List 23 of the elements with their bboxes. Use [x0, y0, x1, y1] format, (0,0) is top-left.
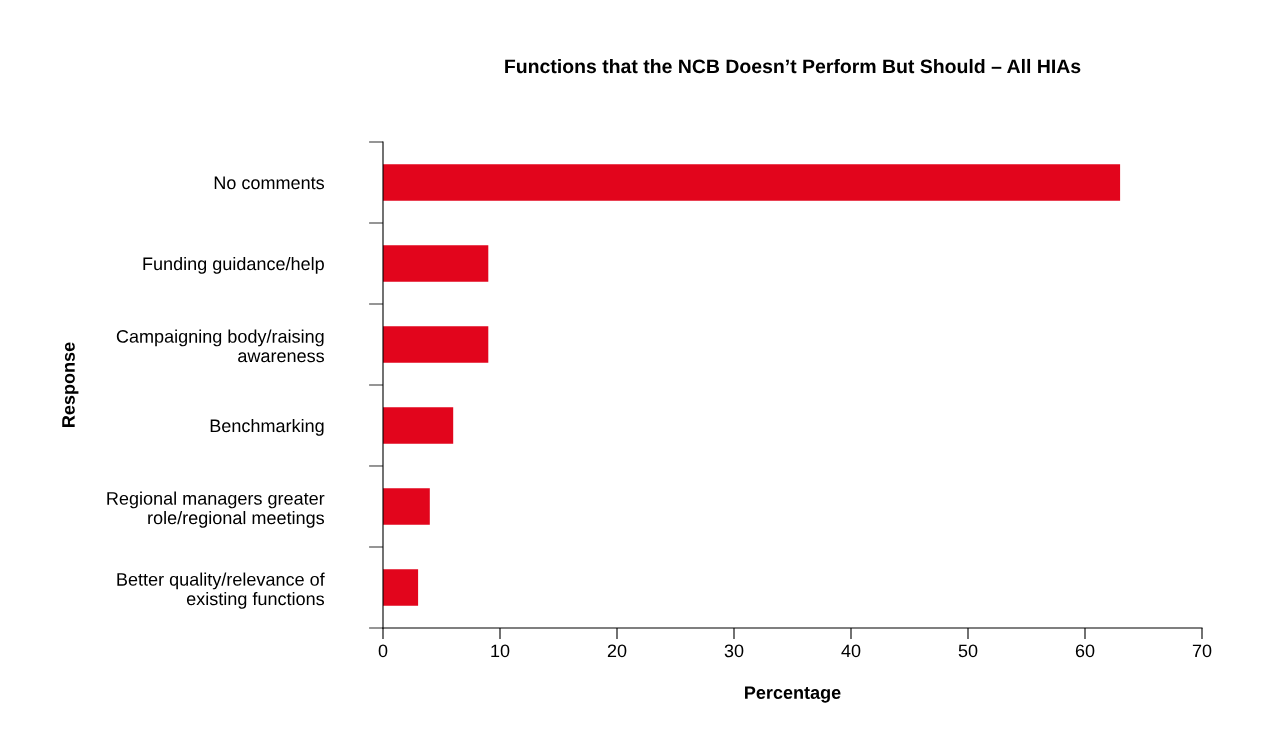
bar — [383, 488, 430, 525]
y-tick-label: Benchmarking — [210, 418, 324, 436]
x-tick-label: 40 — [841, 644, 861, 658]
x-tick-label: 50 — [958, 644, 978, 658]
x-axis-title: Percentage — [745, 686, 841, 703]
x-tick-label: 10 — [491, 644, 510, 658]
bar — [383, 245, 489, 282]
y-tick-label: Campaigning body/raising awareness — [116, 329, 325, 363]
bar — [383, 569, 419, 606]
bar — [383, 326, 489, 363]
chart-title: Functions that the NCB Doesn’t Perform But Should – All HIAs — [505, 58, 1081, 74]
bar — [383, 407, 454, 444]
x-tick-label: 70 — [1192, 644, 1212, 658]
y-tick-label: Funding guidance/help — [143, 256, 324, 274]
y-tick-label: Better quality/relevance of existing functions — [117, 572, 325, 609]
x-tick-label: 20 — [607, 644, 627, 658]
x-tick-label: 30 — [724, 644, 744, 658]
x-tick-label: 0 — [378, 644, 388, 658]
y-axis-title: Response — [62, 342, 79, 427]
bar — [383, 164, 1121, 201]
x-tick-label: 60 — [1075, 644, 1095, 658]
y-tick-label: Regional managers greater role/regional meetings — [107, 491, 325, 528]
y-tick-label: No comments — [214, 176, 325, 190]
